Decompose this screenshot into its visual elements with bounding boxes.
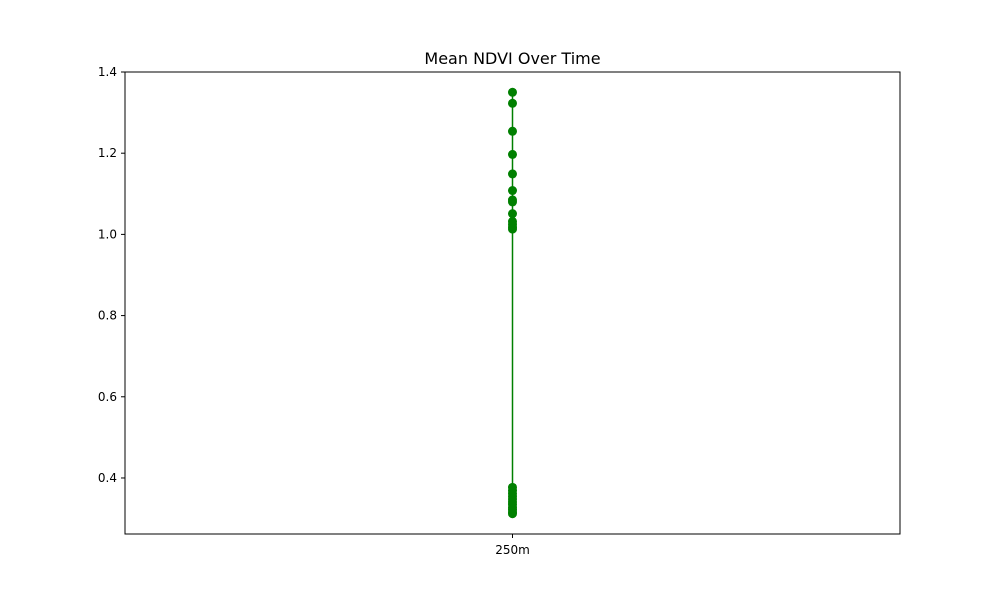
data-point bbox=[508, 224, 517, 234]
y-tick-label: 0.8 bbox=[98, 309, 117, 323]
data-point bbox=[508, 197, 517, 207]
y-tick-label: 0.4 bbox=[98, 471, 117, 485]
data-point bbox=[508, 149, 517, 159]
plot-area: 0.4 0.6 0.8 1.0 1.2 1.4 250m bbox=[98, 65, 530, 557]
y-tick-label: 1.2 bbox=[98, 146, 117, 160]
chart-title: Mean NDVI Over Time bbox=[424, 49, 600, 68]
data-point bbox=[508, 169, 517, 179]
y-tick-label: 0.6 bbox=[98, 390, 117, 404]
x-tick-label: 250m bbox=[495, 543, 530, 557]
data-point bbox=[508, 186, 517, 196]
data-point bbox=[508, 209, 517, 219]
plot-frame bbox=[124, 71, 901, 535]
y-tick-label: 1.4 bbox=[98, 65, 117, 79]
data-point bbox=[508, 98, 517, 108]
data-point bbox=[508, 126, 517, 136]
data-point bbox=[508, 509, 517, 519]
data-point bbox=[508, 87, 517, 97]
y-tick-label: 1.0 bbox=[98, 227, 117, 241]
